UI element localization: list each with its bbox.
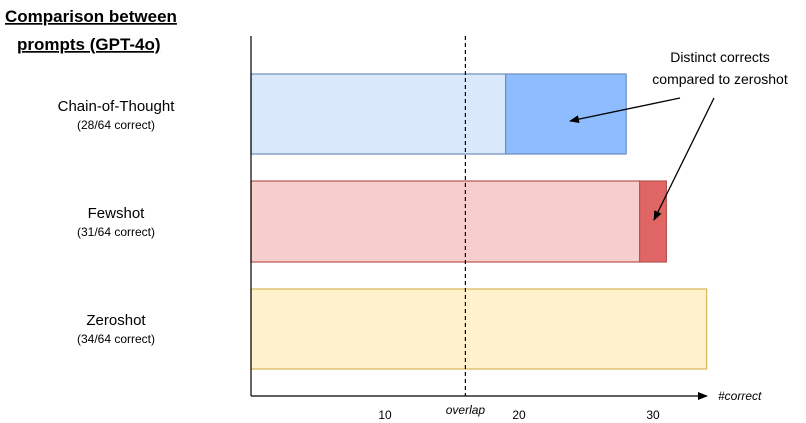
bar-overlap-zeroshot — [250, 288, 708, 370]
annotation-line-2: compared to zeroshot — [652, 71, 788, 87]
bar-distinct-fewshot — [638, 180, 667, 263]
overlap-label: overlap — [446, 403, 486, 417]
category-detail-fewshot: (31/64 correct) — [77, 225, 155, 239]
bar-distinct-chain-of-thought — [505, 73, 627, 155]
category-detail-chain-of-thought: (28/64 correct) — [77, 118, 155, 132]
category-detail-zeroshot: (34/64 correct) — [77, 332, 155, 346]
annotation-line-1: Distinct corrects — [670, 49, 770, 65]
chart-title-line-2: prompts (GPT-4o) — [17, 35, 161, 54]
category-label-zeroshot: Zeroshot — [86, 312, 146, 329]
category-label-fewshot: Fewshot — [88, 205, 146, 222]
category-label-chain-of-thought: Chain-of-Thought — [58, 98, 176, 115]
bar-overlap-fewshot — [250, 180, 641, 263]
x-axis-label: #correct — [718, 389, 762, 403]
x-tick-label: 30 — [646, 408, 660, 422]
x-tick-label: 20 — [512, 408, 526, 422]
annotation-arrow-fewshot — [653, 97, 715, 221]
x-tick-label: 10 — [378, 408, 392, 422]
chart-title-line-1: Comparison between — [5, 7, 177, 26]
bar-overlap-chain-of-thought — [250, 73, 507, 155]
annotation-arrow-chain-of-thought — [569, 97, 681, 124]
